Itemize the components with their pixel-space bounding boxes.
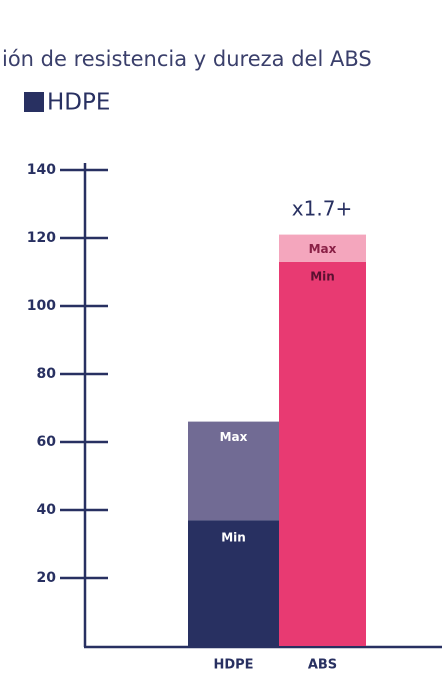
bar-segment [279,234,366,262]
bar-segment [188,520,279,646]
annotation: x1.7+ [292,197,352,221]
y-tick-label: 40 [37,502,57,518]
bar-segment [188,421,279,521]
bar-segment [279,261,366,646]
segment-label: Min [221,531,246,545]
segment-label: Max [309,242,337,256]
segment-label: Min [310,269,335,283]
y-tick-label: 60 [37,434,57,450]
chart-title: ión de resistencia y dureza del ABS [2,47,372,71]
legend-label: HDPE [47,90,110,116]
legend-swatch [24,92,44,112]
x-tick-label: ABS [308,658,337,673]
y-tick-label: 20 [37,570,57,586]
y-tick-label: 120 [27,230,56,246]
y-tick-label: 100 [27,298,56,314]
y-tick-label: 80 [37,366,57,382]
segment-label: Max [220,430,248,444]
y-tick-label: 140 [27,162,56,178]
x-tick-label: HDPE [213,658,253,673]
